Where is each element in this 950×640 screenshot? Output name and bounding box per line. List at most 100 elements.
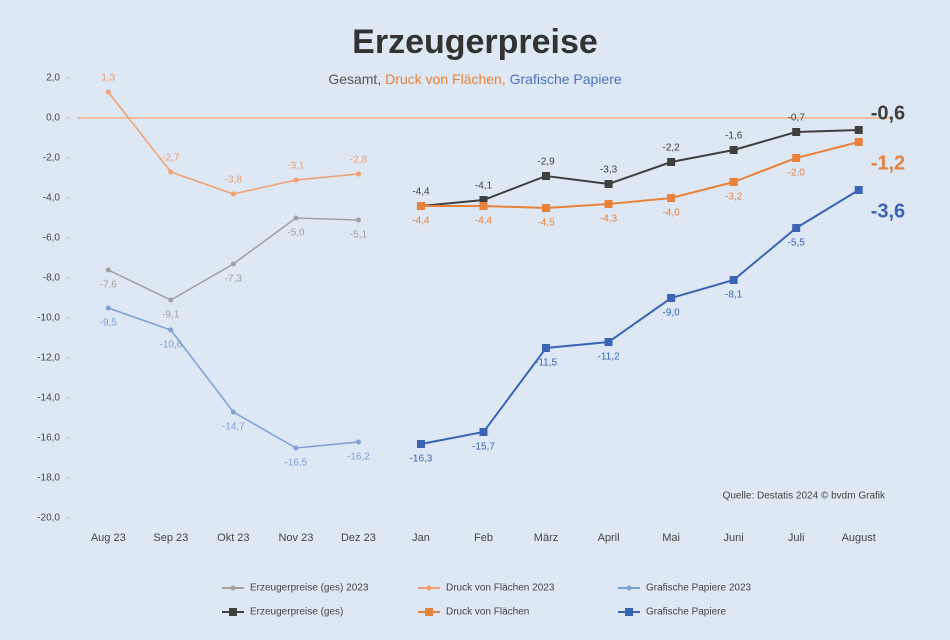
x-tick-label: Juni [724,532,744,544]
data-label: -3,1 [287,161,305,172]
legend-label: Grafische Papiere 2023 [646,583,752,594]
legend-label: Druck von Flächen [446,607,529,618]
legend-marker [230,585,236,591]
marker [355,171,361,177]
y-tick-label: -18,0 [37,473,60,484]
marker [416,202,425,210]
legend-marker [626,585,632,591]
data-label: -4,5 [537,218,555,229]
legend-marker [229,608,237,616]
data-label: -2,0 [788,168,806,179]
marker [542,344,551,352]
data-label: -4,1 [475,181,493,192]
data-label: -16,3 [410,454,433,465]
marker [293,177,299,183]
marker [479,196,488,204]
y-tick-label: -10,0 [37,313,60,324]
data-label: -2,8 [350,155,368,166]
legend-label: Grafische Papiere [646,607,726,618]
data-label: -8,1 [725,290,743,301]
data-label: -2,9 [537,157,555,168]
legend-marker [426,585,432,591]
data-label: -3,6 [871,200,905,222]
x-tick-label: Dez 23 [341,532,376,544]
y-tick-label: -16,0 [37,433,60,444]
data-label: -4,4 [412,216,430,227]
data-label: -11,5 [535,358,557,369]
x-tick-label: August [842,532,876,544]
data-label: -10,6 [159,340,182,351]
data-label: 1,3 [101,73,115,84]
marker [105,89,111,95]
subtitle-part: Gesamt, [328,71,385,87]
marker [792,128,801,136]
marker [542,172,551,180]
source-note: Quelle: Destatis 2024 © bvdm Grafik [723,491,886,502]
marker [479,428,488,436]
y-tick-label: -6,0 [43,233,61,244]
x-tick-label: Aug 23 [91,532,126,544]
marker [168,169,174,175]
data-label: -16,2 [347,452,370,463]
legend-label: Erzeugerpreise (ges) [250,607,343,618]
data-label: -0,7 [788,113,806,124]
legend-marker [625,608,633,616]
data-label: -16,5 [284,458,307,469]
marker [542,204,551,212]
marker [479,202,488,210]
x-tick-label: April [598,532,620,544]
subtitle-part: Druck von Flächen, [385,71,510,87]
marker [604,200,613,208]
y-tick-label: 2,0 [46,73,60,84]
x-tick-label: Okt 23 [217,532,249,544]
x-tick-label: Nov 23 [278,532,313,544]
series-line [420,129,859,207]
data-label: -15,7 [472,442,495,453]
data-label: -7,3 [225,274,243,285]
y-tick-label: -4,0 [43,193,61,204]
data-label: -1,6 [725,131,743,142]
marker [854,186,863,194]
marker [729,146,738,154]
data-label: -14,7 [222,422,245,433]
y-tick-label: -2,0 [43,153,61,164]
marker [604,338,613,346]
x-tick-label: März [534,532,558,544]
data-label: -9,5 [100,318,118,329]
marker [729,178,738,186]
data-label: -2,7 [162,153,180,164]
data-label: -9,1 [162,310,180,321]
marker [168,297,174,303]
x-tick-label: Mai [662,532,680,544]
x-tick-label: Feb [474,532,493,544]
data-label: -1,2 [871,152,905,174]
y-tick-label: -20,0 [37,513,60,524]
data-label: -3,8 [225,175,243,186]
data-label: -0,6 [871,102,905,124]
y-tick-label: 0,0 [46,113,60,124]
marker [416,440,425,448]
y-tick-label: -8,0 [43,273,61,284]
x-tick-label: Juli [788,532,805,544]
data-label: -4,4 [475,216,493,227]
series-line [420,141,859,210]
x-tick-label: Jan [412,532,430,544]
marker [230,261,236,267]
marker [667,294,676,302]
marker [667,158,676,166]
marker [230,409,236,415]
marker [168,327,174,333]
data-label: -4,0 [662,208,680,219]
marker [293,445,299,451]
data-label: -4,3 [600,214,618,225]
data-label: -5,1 [350,230,368,241]
chart-subtitle: Gesamt, Druck von Flächen, Grafische Pap… [328,71,622,87]
series-line [420,189,860,445]
marker [105,267,111,273]
marker [854,126,863,134]
data-label: -3,3 [600,165,618,176]
marker [355,439,361,445]
marker [854,138,863,146]
